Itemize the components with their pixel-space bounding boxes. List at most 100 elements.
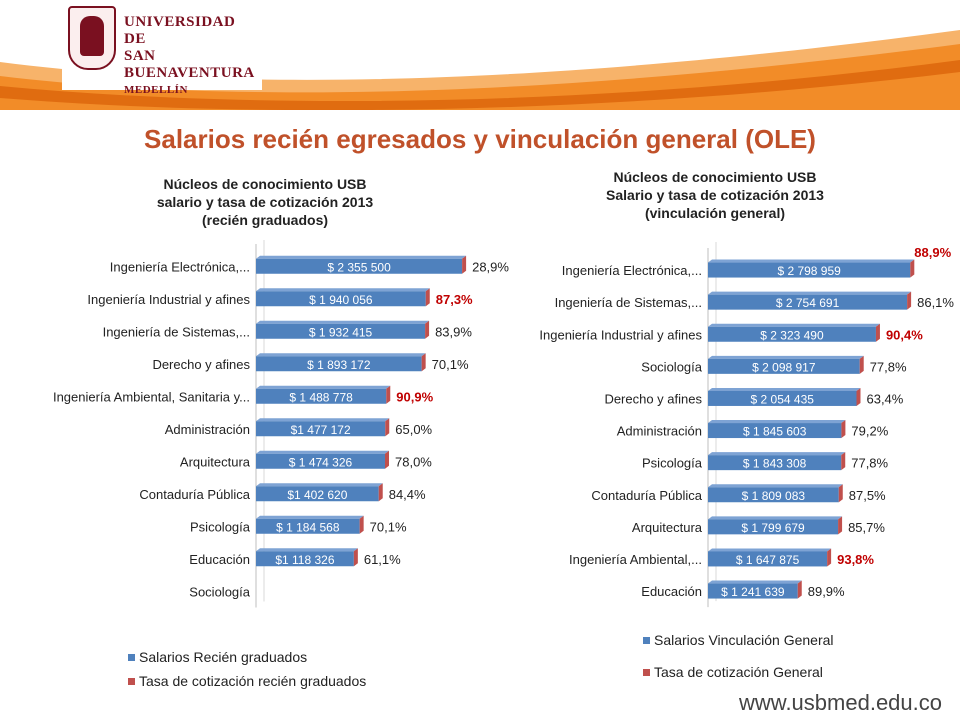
salary-data-label: $ 1 893 172 (307, 358, 371, 372)
legend-item-salaries: Salarios Recién graduados (128, 645, 366, 669)
category-label: Sociología (189, 584, 250, 599)
rate-bar (841, 420, 846, 439)
rate-bar (385, 418, 390, 437)
salary-bar-top (256, 483, 383, 487)
salary-bar (256, 486, 379, 502)
rate-bar (797, 580, 802, 599)
salary-bar (708, 551, 828, 567)
rate-data-label: 78,0% (395, 454, 432, 469)
salary-bar (708, 358, 860, 374)
chart2-title-line-2: Salario y tasa de cotización 2013 (606, 187, 824, 203)
logo-line-2: San Buenaventura (124, 48, 255, 81)
category-label: Arquitectura (632, 520, 703, 535)
rate-data-label: 63,4% (866, 391, 903, 406)
rate-data-label: 84,4% (389, 487, 426, 502)
rate-data-label: 89,9% (808, 584, 845, 599)
legend-swatch-red (643, 668, 650, 676)
category-label: Educación (641, 584, 702, 599)
salary-data-label: $ 2 323 490 (760, 328, 824, 342)
salary-bar-top (708, 291, 912, 295)
rate-data-label: 77,8% (870, 359, 907, 374)
salary-data-label: $ 2 754 691 (776, 296, 840, 310)
salary-bar (708, 487, 839, 503)
logo-line-1: Universidad de (124, 14, 236, 47)
rate-bar (353, 548, 358, 567)
category-label: Derecho y afines (152, 357, 250, 372)
salary-data-label: $ 1 488 778 (289, 390, 353, 404)
chart2-title-line-3: (vinculación general) (644, 205, 786, 221)
chart1-title-line-2: salario y tasa de cotización 2013 (156, 194, 374, 210)
category-label: Psicología (642, 456, 703, 471)
chart2-title-line-1: Núcleos de conocimiento USB (613, 169, 817, 185)
website-url: www.usbmed.edu.co (739, 690, 942, 715)
rate-bar (827, 548, 832, 567)
rate-data-label: 86,1% (917, 295, 954, 310)
rate-bar (421, 353, 426, 372)
salary-bar (256, 421, 386, 437)
salary-bar-top (708, 355, 864, 359)
chart1-svg: Ingeniería Electrónica,... $ 2 355 500 28,… (53, 240, 509, 608)
chart1-title: Núcleos de conocimiento USB salario y ta… (100, 175, 430, 229)
salary-bar-top (256, 548, 358, 552)
salary-data-label: $ 1 184 568 (276, 520, 340, 534)
rate-bar (385, 450, 390, 469)
crest-icon (68, 6, 116, 70)
rate-data-label: 65,0% (395, 422, 432, 437)
category-label: Ingeniería Ambiental,... (569, 552, 702, 567)
legend-label: Salarios Vinculación General (654, 632, 834, 648)
salary-data-label: $ 1 799 679 (741, 521, 805, 535)
salary-bar-top (256, 288, 430, 292)
salary-bar (708, 326, 876, 342)
category-label: Ingeniería Electrónica,... (562, 263, 702, 278)
category-label: Administración (165, 422, 250, 437)
legend-swatch-blue (643, 636, 650, 644)
rate-bar (856, 387, 861, 406)
page-title: Salarios recién egresados y vinculación … (144, 124, 816, 154)
rate-bar (378, 483, 383, 502)
salary-bar-top (256, 515, 364, 519)
legend-label: Tasa de cotización General (654, 664, 823, 680)
rate-data-label: 79,2% (851, 424, 888, 439)
salary-data-label: $ 2 798 959 (777, 264, 841, 278)
salary-bar-top (708, 259, 915, 263)
salary-bar-top (708, 484, 843, 488)
rate-data-label: 93,8% (837, 552, 874, 567)
logo-line-3: Medellín (124, 84, 188, 96)
salary-bar (708, 423, 842, 439)
salary-bar-top (708, 420, 846, 424)
salary-bar (256, 356, 422, 372)
legend-item-rate: Tasa de cotización recién graduados (128, 669, 366, 693)
rate-bar (425, 320, 430, 339)
salary-data-label: $ 1 809 083 (742, 489, 806, 503)
salary-bar (708, 583, 798, 599)
rate-bar (910, 259, 915, 278)
category-label: Educación (189, 552, 250, 567)
salary-bar (256, 518, 360, 534)
chart1-title-line-1: Núcleos de conocimiento USB (163, 176, 367, 192)
salary-bar-top (256, 450, 390, 454)
salary-data-label: $ 1 843 308 (743, 457, 807, 471)
rate-bar (359, 515, 364, 534)
category-label: Ingeniería Ambiental, Sanitaria y... (53, 389, 250, 404)
salary-bar (708, 455, 842, 471)
salary-bar-top (708, 452, 846, 456)
salary-bar (256, 551, 354, 567)
category-label: Ingeniería de Sistemas,... (103, 324, 250, 339)
salary-bar (708, 262, 911, 278)
rate-data-label: 90,9% (396, 389, 433, 404)
category-label: Ingeniería Industrial y afines (87, 292, 250, 307)
salary-bar-top (708, 548, 832, 552)
salary-bar (256, 258, 463, 274)
chart1-legend: Salarios Recién graduados Tasa de cotiza… (128, 645, 366, 693)
salary-data-label: $ 2 355 500 (327, 260, 391, 274)
salary-bar (256, 291, 426, 307)
salary-bar (256, 453, 386, 469)
rate-bar (386, 385, 391, 404)
salary-bar-top (256, 353, 426, 357)
orange-swoosh (0, 30, 960, 110)
category-label: Psicología (190, 519, 251, 534)
rate-data-label: 61,1% (364, 552, 401, 567)
category-label: Ingeniería Electrónica,... (110, 259, 250, 274)
salary-bar (256, 323, 426, 339)
rate-bar (425, 288, 430, 307)
